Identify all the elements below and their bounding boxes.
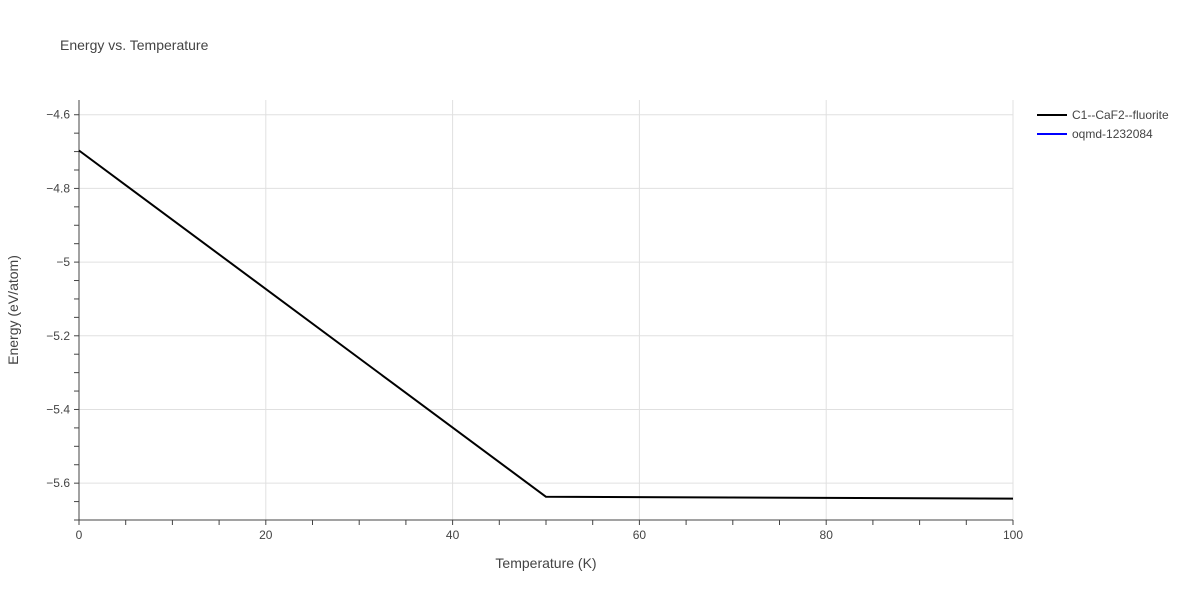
x-tick-label: 40: [446, 528, 460, 542]
x-tick-label: 20: [259, 528, 273, 542]
y-tick-label: −4.8: [46, 181, 70, 195]
y-tick-label: −5.6: [46, 476, 70, 490]
series-lines: [78, 149, 1014, 500]
axes: [74, 100, 1014, 525]
legend-label: oqmd-1232084: [1072, 127, 1153, 141]
y-tick-label: −5.4: [46, 402, 70, 416]
grid-lines: [79, 100, 1014, 520]
y-tick-label: −5.2: [46, 329, 70, 343]
x-axis-label: Temperature (K): [495, 555, 596, 571]
legend-item[interactable]: oqmd-1232084: [1037, 127, 1153, 141]
legend-label: C1--CaF2--fluorite: [1072, 108, 1169, 122]
chart-title: Energy vs. Temperature: [60, 37, 209, 53]
y-tick-label: −5: [56, 255, 70, 269]
x-tick-label: 60: [633, 528, 647, 542]
y-axis-label: Energy (eV/atom): [5, 255, 21, 365]
tick-labels: 0 20 40 60 80 100 −4.6 −4.8 −5 −5.2 −5.4 −5.6: [46, 108, 1023, 542]
x-tick-label: 100: [1003, 528, 1023, 542]
legend-item[interactable]: C1--CaF2--fluorite: [1037, 108, 1169, 122]
x-tick-label: 80: [820, 528, 834, 542]
x-tick-label: 0: [76, 528, 83, 542]
series-line: [78, 149, 1014, 500]
y-tick-label: −4.6: [46, 108, 70, 122]
legend[interactable]: C1--CaF2--fluorite oqmd-1232084: [1037, 108, 1169, 141]
